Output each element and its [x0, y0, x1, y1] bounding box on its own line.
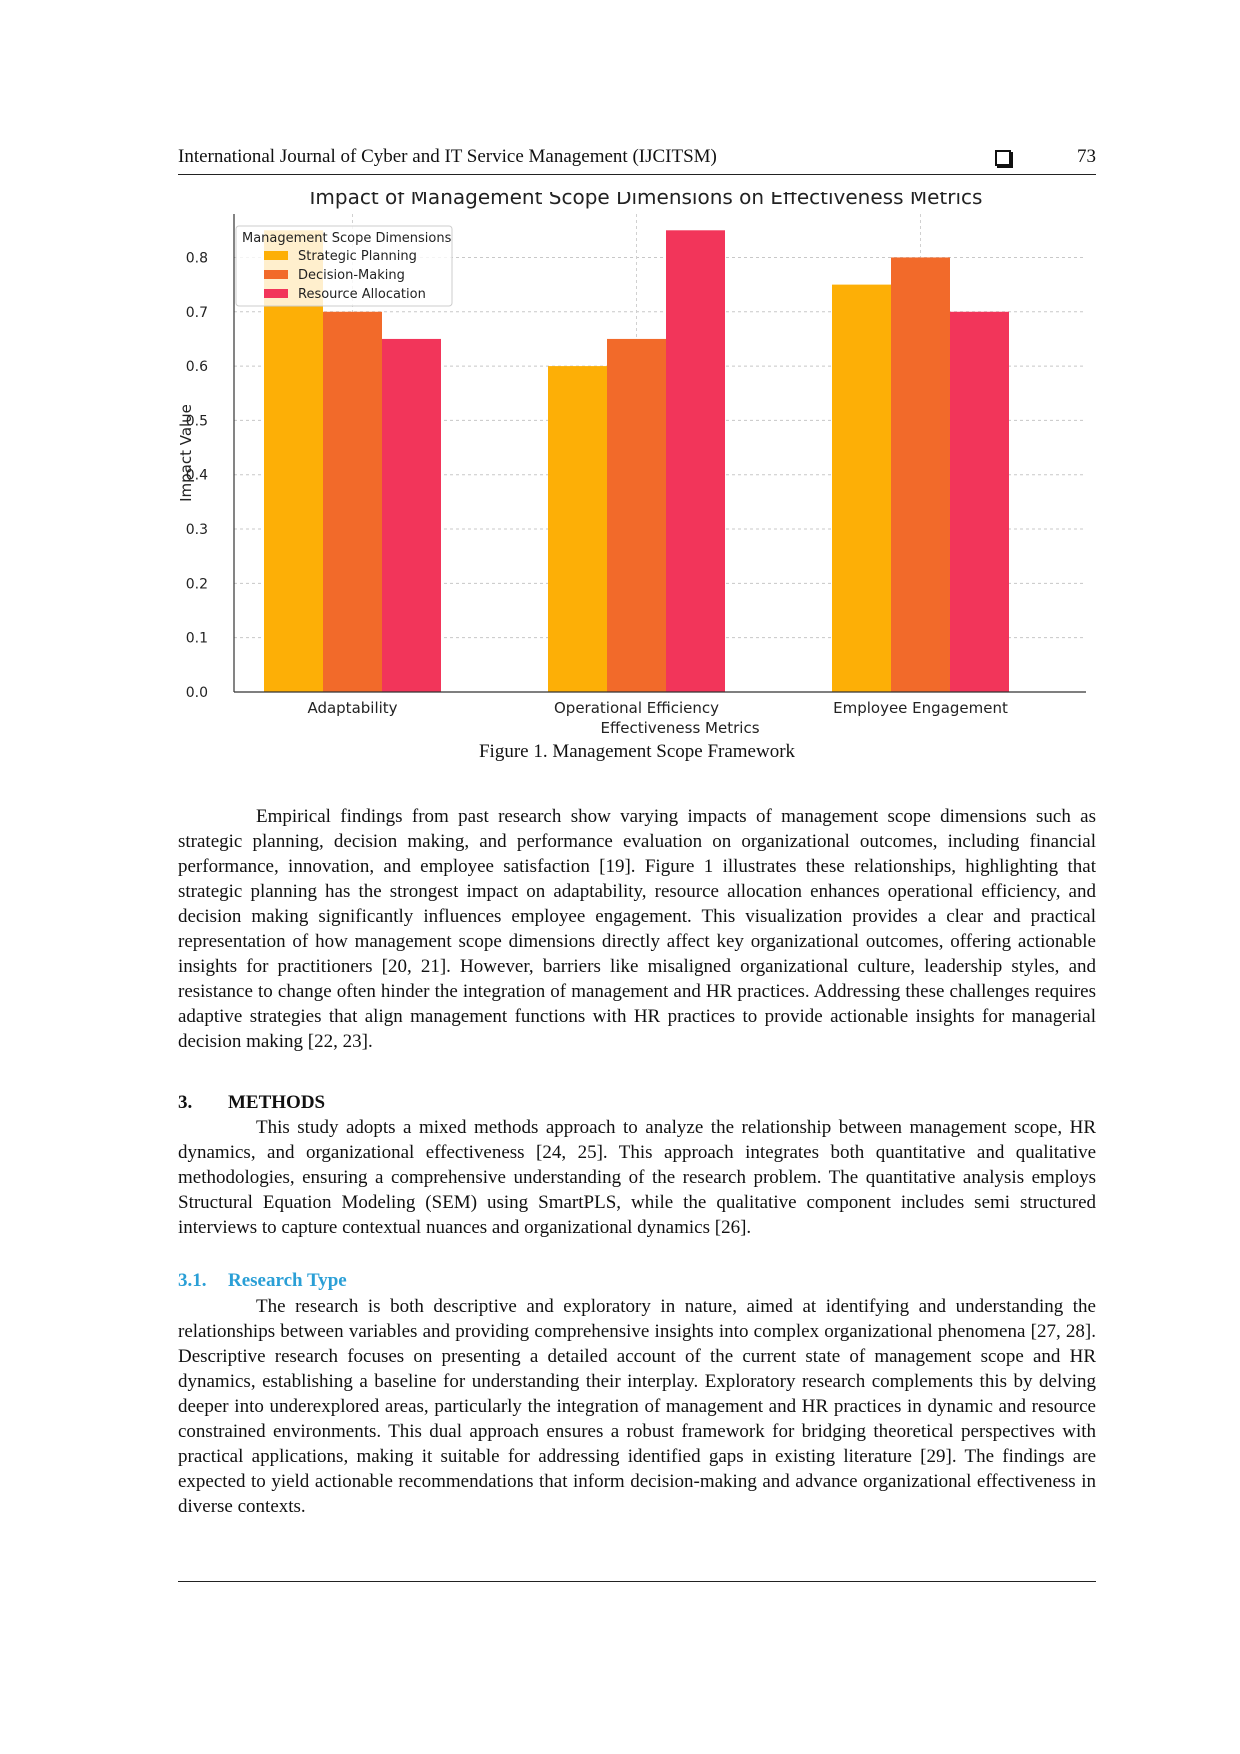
- y-axis-label: Impact Value: [178, 404, 195, 502]
- y-tick-label: 0.5: [186, 413, 208, 429]
- y-tick-label: 0.3: [186, 522, 208, 538]
- paragraph-text: Empirical findings from past research sh…: [178, 806, 1096, 1052]
- legend-box: [235, 225, 453, 307]
- bar: [607, 338, 666, 692]
- legend-label: Resource Allocation: [298, 287, 426, 302]
- legend-swatch: [264, 270, 288, 279]
- bar: [548, 366, 607, 692]
- section-heading-methods: 3. METHODS: [178, 1092, 325, 1114]
- y-tick-label: 0.6: [186, 359, 208, 375]
- subsection-number: 3.1.: [178, 1270, 207, 1291]
- subsection-heading-research-type: 3.1. Research Type: [178, 1270, 347, 1292]
- subsection-title: Research Type: [228, 1270, 347, 1291]
- x-axis-label: Effectiveness Metrics: [600, 719, 759, 737]
- paragraph-text: The research is both descriptive and exp…: [178, 1296, 1096, 1517]
- square-box-icon: [995, 150, 1011, 166]
- footer-rule: [178, 1581, 1096, 1582]
- section-title: METHODS: [228, 1092, 326, 1113]
- y-tick-label: 0.0: [186, 685, 208, 701]
- legend-swatch: [264, 251, 288, 260]
- paragraph-methods: This study adopts a mixed methods approa…: [178, 1115, 1096, 1240]
- page-header: International Journal of Cyber and IT Se…: [178, 146, 1096, 175]
- bar: [264, 230, 323, 692]
- bar: [666, 230, 725, 692]
- y-tick-label: 0.1: [186, 631, 208, 647]
- y-tick-label: 0.2: [186, 576, 208, 592]
- bar: [832, 284, 891, 692]
- page-number: 73: [1077, 146, 1096, 167]
- x-tick-label: Employee Engagement: [833, 699, 1008, 717]
- y-tick-label: 0.8: [186, 250, 208, 266]
- legend-swatch: [264, 289, 288, 298]
- bar: [382, 338, 441, 692]
- legend-label: Decision-Making: [298, 268, 405, 283]
- bar: [323, 311, 382, 692]
- x-tick-label: Adaptability: [307, 699, 397, 717]
- paragraph-research-type: The research is both descriptive and exp…: [178, 1294, 1096, 1519]
- journal-title: International Journal of Cyber and IT Se…: [178, 146, 717, 167]
- section-number: 3.: [178, 1092, 193, 1113]
- y-tick-label: 0.7: [186, 305, 208, 321]
- bar: [891, 257, 950, 692]
- legend-label: Strategic Planning: [298, 249, 417, 264]
- bar: [950, 311, 1009, 692]
- bar-chart: Impact of Management Scope Dimensions on…: [178, 192, 1086, 737]
- x-tick-label: Operational Efficiency: [554, 699, 719, 717]
- figure-caption: Figure 1. Management Scope Framework: [478, 741, 796, 762]
- paragraph-empirical-findings: Empirical findings from past research sh…: [178, 804, 1096, 1054]
- chart-title: Impact of Management Scope Dimensions on…: [310, 192, 983, 209]
- legend-title: Management Scope Dimensions: [242, 231, 452, 246]
- y-tick-label: 0.4: [186, 468, 208, 484]
- paragraph-text: This study adopts a mixed methods approa…: [178, 1117, 1096, 1238]
